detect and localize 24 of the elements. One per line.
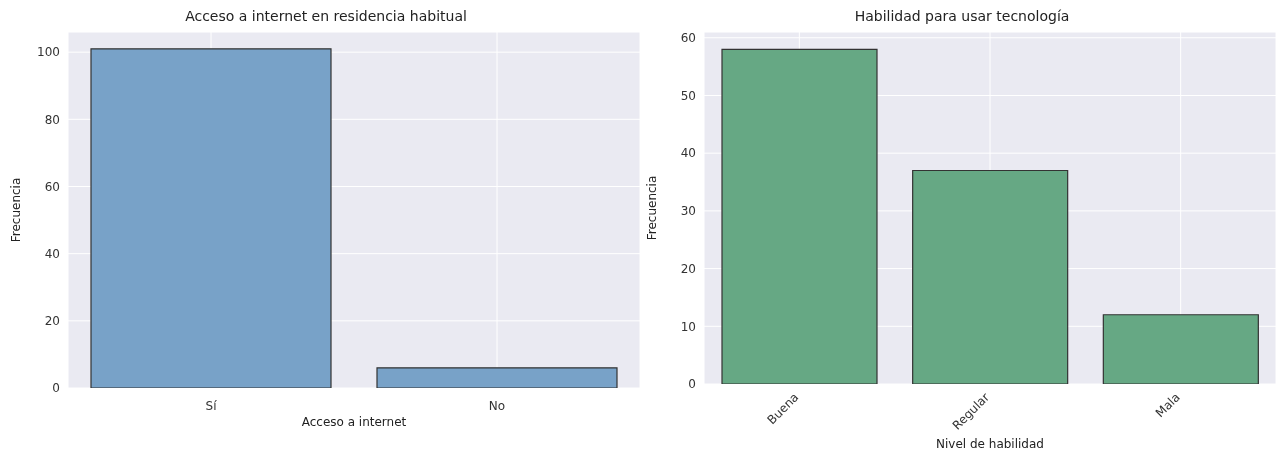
y-tick-label: 20: [44, 314, 60, 329]
x-axis-title: Nivel de habilidad: [936, 437, 1044, 451]
y-tick-label: 80: [44, 112, 60, 127]
y-tick-label: 60: [44, 179, 60, 194]
y-tick-label: 50: [680, 88, 696, 103]
y-axis-title: Frecuencia: [9, 177, 24, 243]
bar: [721, 48, 878, 384]
chart-title: Habilidad para usar tecnología: [853, 8, 1071, 26]
y-tick-label: 40: [44, 246, 60, 261]
x-axis-title: Acceso a internet: [301, 415, 407, 429]
y-tick-label: 60: [680, 31, 696, 46]
chart-title: Acceso a internet en residencia habitual: [184, 8, 468, 26]
x-tick-label: Sí: [205, 399, 218, 413]
y-axis-title: Frecuencia: [645, 175, 660, 241]
bar: [1102, 314, 1259, 384]
x-tick-label: No: [488, 399, 506, 413]
y-tick-label: 0: [52, 381, 60, 396]
y-tick-label: 30: [680, 204, 696, 219]
y-tick-label: 20: [680, 261, 696, 276]
y-tick-label: 10: [680, 319, 696, 334]
bar: [912, 169, 1069, 384]
y-tick-label: 40: [680, 146, 696, 161]
y-tick-label: 0: [688, 377, 696, 392]
y-tick-label: 100: [37, 45, 60, 60]
